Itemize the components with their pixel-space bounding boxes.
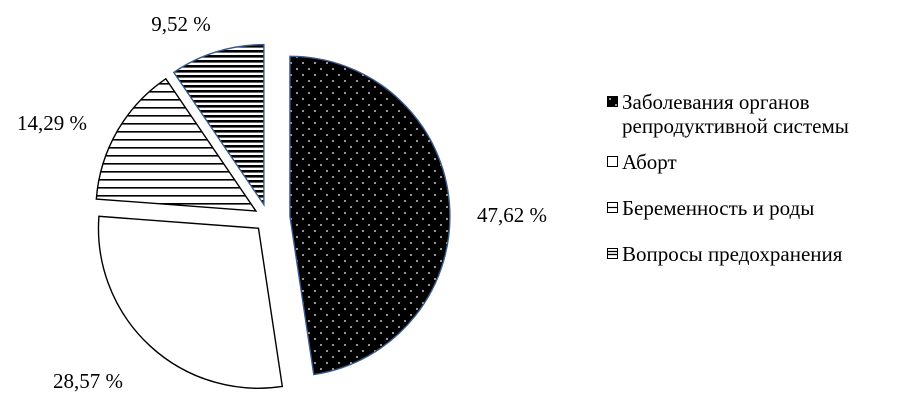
legend-label: Аборт [622,150,677,174]
legend-key-lines [607,202,618,213]
data-label: 9,52 % [151,12,211,36]
slice-abortion [97,215,284,389]
slice-pregnancy-birth [95,77,258,212]
data-label: 28,57 % [53,369,123,393]
legend-item: Вопросы предохранения [607,242,924,266]
legend-item: Беременность и роды [607,196,924,220]
legend-item: Заболевания органов репродуктивной систе… [607,90,924,138]
legend-key-dense-lines [607,248,618,259]
legend-label: Заболевания органов репродуктивной систе… [622,90,849,138]
chart-legend: Заболевания органов репродуктивной систе… [607,90,924,278]
legend-item: Аборт [607,150,924,174]
data-label: 47,62 % [477,203,547,227]
legend-key-dotted [607,96,618,107]
slice-contraception [172,43,265,207]
slice-reproductive-diseases [289,55,451,376]
legend-label: Беременность и роды [622,196,815,220]
legend-label: Вопросы предохранения [622,242,843,266]
data-label: 14,29 % [17,111,87,135]
legend-key-white [607,156,618,167]
